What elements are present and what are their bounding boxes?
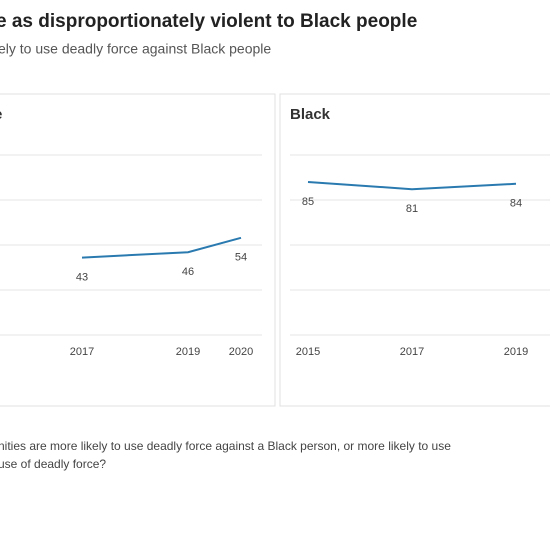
footer-line: nities are more likely to use deadly for… xyxy=(0,439,451,453)
data-label: 43 xyxy=(76,272,88,284)
data-label: 54 xyxy=(235,252,247,264)
x-tick-label: 2017 xyxy=(400,346,424,358)
panel-frame xyxy=(0,93,276,407)
panel-frame xyxy=(279,93,550,407)
line xyxy=(81,236,242,259)
subtitle: ely to use deadly force against Black pe… xyxy=(0,41,271,57)
data-label: 81 xyxy=(406,203,418,215)
x-tick-label: 2017 xyxy=(70,346,94,358)
x-tick-label: 2020 xyxy=(229,346,253,358)
title: e as disproportionately violent to Black… xyxy=(0,11,417,32)
panel-title: Black xyxy=(290,106,331,123)
data-label: 46 xyxy=(182,266,194,278)
footer-line: use of deadly force? xyxy=(0,457,106,471)
x-tick-label: 2015 xyxy=(296,346,320,358)
data-label: 85 xyxy=(302,196,314,208)
data-label: 84 xyxy=(510,198,522,210)
panel-title: e xyxy=(0,106,2,123)
x-tick-label: 2019 xyxy=(504,346,528,358)
line xyxy=(307,181,517,191)
x-tick-label: 2019 xyxy=(176,346,200,358)
